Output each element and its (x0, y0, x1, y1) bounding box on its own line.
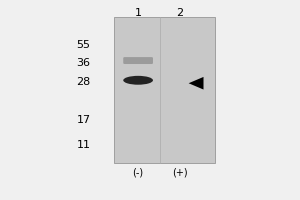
Bar (114, 17, 215, 163)
Text: 55: 55 (76, 40, 91, 50)
Text: 36: 36 (76, 58, 91, 68)
Text: 1: 1 (135, 8, 142, 18)
Ellipse shape (123, 76, 153, 85)
Text: (+): (+) (172, 168, 188, 178)
Polygon shape (189, 77, 203, 90)
Text: 28: 28 (76, 77, 91, 87)
Text: 2: 2 (176, 8, 183, 18)
Text: 11: 11 (76, 140, 91, 150)
FancyBboxPatch shape (123, 57, 153, 64)
Text: (-): (-) (133, 168, 144, 178)
Text: 17: 17 (76, 115, 91, 125)
